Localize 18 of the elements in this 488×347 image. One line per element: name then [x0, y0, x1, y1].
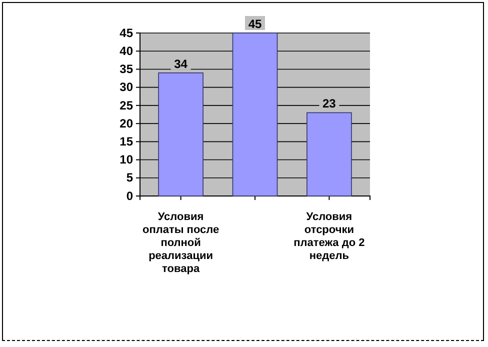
y-tick-label: 10 [120, 152, 134, 167]
y-tick-label: 5 [126, 170, 134, 185]
y-tick-label: 40 [120, 44, 134, 58]
data-label: 23 [322, 96, 336, 111]
x-tick-label: Условия оплаты после полной реализации товара [142, 211, 220, 275]
y-tick-label: 15 [120, 134, 134, 149]
bar [232, 32, 278, 196]
y-tick-label: 30 [120, 80, 134, 94]
data-label: 34 [174, 56, 188, 71]
x-tick-label: Условия отсрочки платежа до 2 недель [294, 211, 365, 262]
bar [306, 112, 352, 196]
y-tick-label: 25 [120, 98, 134, 112]
y-tick-label: 35 [120, 62, 134, 76]
data-label: 45 [248, 17, 262, 31]
y-tick-label: 45 [120, 26, 134, 40]
y-tick-label: 0 [126, 188, 134, 203]
bar [158, 72, 204, 196]
y-tick-label: 20 [120, 116, 134, 130]
